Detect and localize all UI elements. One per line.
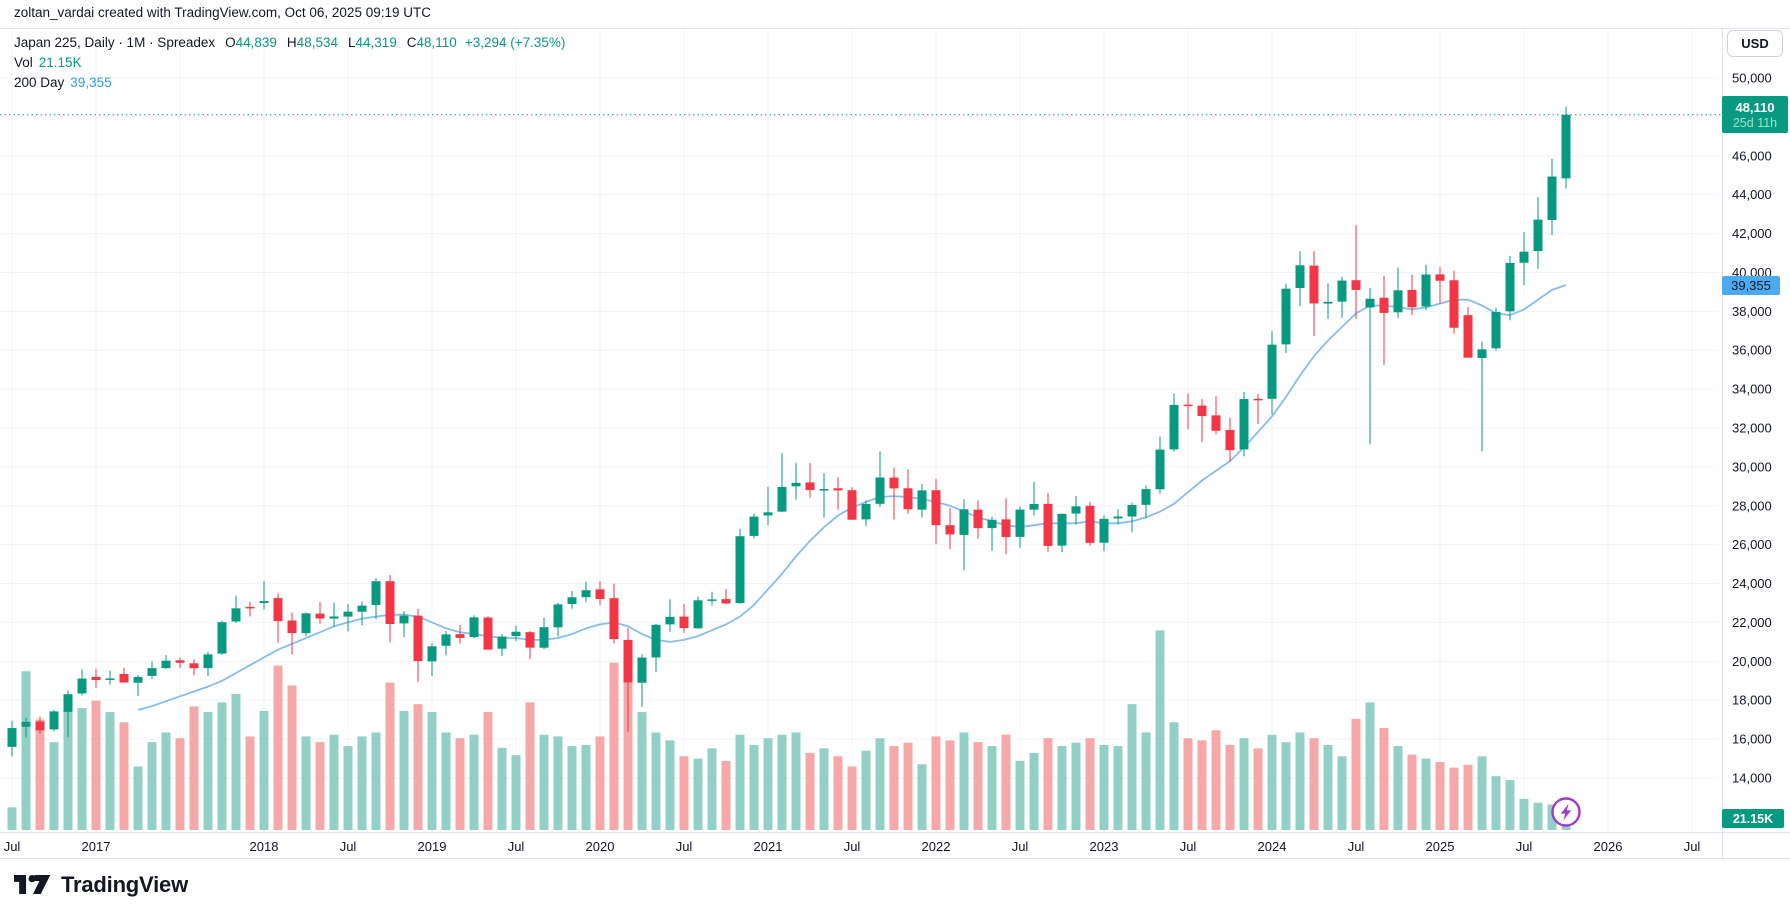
current-price-value: 48,110 bbox=[1735, 99, 1775, 115]
change-value: +3,294 (+7.35%) bbox=[464, 35, 566, 50]
svg-text:46,000: 46,000 bbox=[1732, 148, 1772, 163]
volume-bars bbox=[7, 630, 1571, 830]
svg-text:44,000: 44,000 bbox=[1732, 187, 1772, 202]
svg-text:42,000: 42,000 bbox=[1732, 226, 1772, 241]
svg-text:2026: 2026 bbox=[1594, 839, 1623, 854]
ma-price-tag: 39,355 bbox=[1722, 276, 1780, 295]
svg-text:14,000: 14,000 bbox=[1732, 771, 1772, 786]
svg-text:20,000: 20,000 bbox=[1732, 654, 1772, 669]
svg-text:2021: 2021 bbox=[754, 839, 783, 854]
close-value: C48,110 bbox=[406, 35, 457, 50]
svg-text:22,000: 22,000 bbox=[1732, 615, 1772, 630]
svg-text:34,000: 34,000 bbox=[1732, 382, 1772, 397]
legend-row-volume: Vol 21.15K bbox=[14, 53, 565, 73]
svg-text:Jul: Jul bbox=[1180, 839, 1197, 854]
lightning-badge[interactable] bbox=[1550, 796, 1582, 828]
svg-text:36,000: 36,000 bbox=[1732, 343, 1772, 358]
lightning-icon bbox=[1551, 797, 1581, 827]
grid-lines bbox=[0, 28, 1722, 832]
symbol-legend: Japan 225, Daily · 1M · Spreadex O44,839… bbox=[14, 33, 565, 93]
svg-text:2022: 2022 bbox=[922, 839, 951, 854]
volume-label[interactable]: Vol bbox=[14, 55, 33, 70]
tradingview-brand-name: TradingView bbox=[61, 871, 188, 897]
currency-toggle-button[interactable]: USD bbox=[1727, 30, 1783, 57]
legend-row-ma: 200 Day 39,355 bbox=[14, 73, 565, 93]
svg-text:Jul: Jul bbox=[1684, 839, 1701, 854]
svg-text:Jul: Jul bbox=[340, 839, 357, 854]
svg-text:Jul: Jul bbox=[676, 839, 693, 854]
svg-text:Jul: Jul bbox=[4, 839, 21, 854]
legend-row-symbol: Japan 225, Daily · 1M · Spreadex O44,839… bbox=[14, 33, 565, 53]
ma-value: 39,355 bbox=[70, 75, 112, 90]
svg-text:Jul: Jul bbox=[844, 839, 861, 854]
price-chart[interactable]: 50,00046,00044,00042,00040,00038,00036,0… bbox=[0, 0, 1790, 862]
svg-text:18,000: 18,000 bbox=[1732, 693, 1772, 708]
svg-text:26,000: 26,000 bbox=[1732, 537, 1772, 552]
low-value: L44,319 bbox=[347, 35, 397, 50]
time-axis-labels: Jul 2017 2018 Jul 2019 Jul 2020 Jul 2021 Jul 2022 J… bbox=[4, 839, 1701, 854]
tradingview-logo-icon bbox=[14, 875, 51, 894]
price-axis-labels: 50,00046,00044,00042,00040,00038,00036,0… bbox=[1732, 71, 1772, 786]
ohlc-values: O44,839 H48,534 L44,319 C48,110 bbox=[225, 33, 457, 53]
svg-text:Jul: Jul bbox=[1012, 839, 1029, 854]
svg-text:2025: 2025 bbox=[1426, 839, 1455, 854]
volume-tag: 21.15K bbox=[1722, 809, 1784, 828]
candle-countdown: 25d 11h bbox=[1732, 115, 1778, 130]
svg-text:2023: 2023 bbox=[1090, 839, 1119, 854]
svg-text:38,000: 38,000 bbox=[1732, 304, 1772, 319]
volume-value: 21.15K bbox=[38, 55, 82, 70]
svg-text:24,000: 24,000 bbox=[1732, 576, 1772, 591]
symbol-title[interactable]: Japan 225, Daily · 1M · Spreadex bbox=[14, 35, 216, 50]
svg-text:32,000: 32,000 bbox=[1732, 421, 1772, 436]
tradingview-brand[interactable]: TradingView bbox=[14, 871, 188, 898]
svg-text:50,000: 50,000 bbox=[1732, 71, 1772, 86]
svg-text:30,000: 30,000 bbox=[1732, 459, 1772, 474]
high-value: H48,534 bbox=[286, 35, 338, 50]
svg-text:2018: 2018 bbox=[250, 839, 279, 854]
ma-label[interactable]: 200 Day bbox=[14, 75, 65, 90]
attribution-text: zoltan_vardai created with TradingView.c… bbox=[14, 5, 431, 20]
svg-text:28,000: 28,000 bbox=[1732, 498, 1772, 513]
footer: TradingView bbox=[0, 862, 1790, 915]
pane-borders bbox=[0, 28, 1790, 861]
svg-text:16,000: 16,000 bbox=[1732, 732, 1772, 747]
open-value: O44,839 bbox=[225, 35, 277, 50]
svg-text:2024: 2024 bbox=[1258, 839, 1287, 854]
svg-text:Jul: Jul bbox=[508, 839, 525, 854]
svg-text:2020: 2020 bbox=[586, 839, 615, 854]
svg-text:2017: 2017 bbox=[82, 839, 111, 854]
svg-text:2019: 2019 bbox=[418, 839, 447, 854]
svg-text:Jul: Jul bbox=[1516, 839, 1533, 854]
candlesticks bbox=[7, 106, 1571, 757]
svg-text:Jul: Jul bbox=[1348, 839, 1365, 854]
current-price-tag: 48,110 25d 11h bbox=[1722, 96, 1788, 133]
